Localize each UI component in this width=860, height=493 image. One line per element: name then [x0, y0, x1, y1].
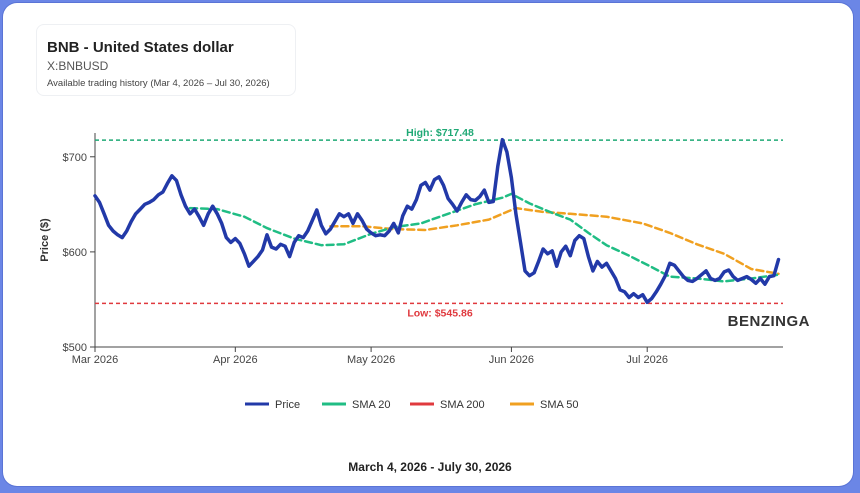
legend-label: Price [275, 399, 300, 411]
x-tick-label: Jul 2026 [626, 354, 668, 366]
history-range-label: Available trading history (Mar 4, 2026 –… [47, 78, 270, 89]
sma20-line [188, 192, 780, 283]
legend-label: SMA 50 [540, 399, 579, 411]
x-tick-label: May 2026 [347, 354, 395, 366]
benzinga-watermark: BENZINGA [728, 313, 810, 330]
x-tick-label: Mar 2026 [72, 354, 118, 366]
sma50-line [329, 206, 780, 276]
info-box: BNB - United States dollar X:BNBUSD Avai… [36, 24, 296, 96]
legend-label: SMA 200 [440, 399, 485, 411]
legend-label: SMA 20 [352, 399, 391, 411]
chart-title: BNB - United States dollar [47, 39, 234, 56]
y-tick-label: $600 [63, 247, 87, 259]
y-axis-title: Price ($) [39, 218, 51, 262]
price-line [93, 137, 781, 305]
symbol-label: X:BNBUSD [47, 59, 109, 73]
y-tick-label: $700 [63, 152, 87, 164]
x-tick-label: Apr 2026 [213, 354, 258, 366]
x-tick-label: Jun 2026 [489, 354, 534, 366]
date-range-footer: March 4, 2026 - July 30, 2026 [348, 460, 512, 474]
low-label: Low: $545.86 [407, 307, 473, 319]
high-label: High: $717.48 [406, 127, 474, 139]
y-tick-label: $500 [63, 342, 87, 354]
